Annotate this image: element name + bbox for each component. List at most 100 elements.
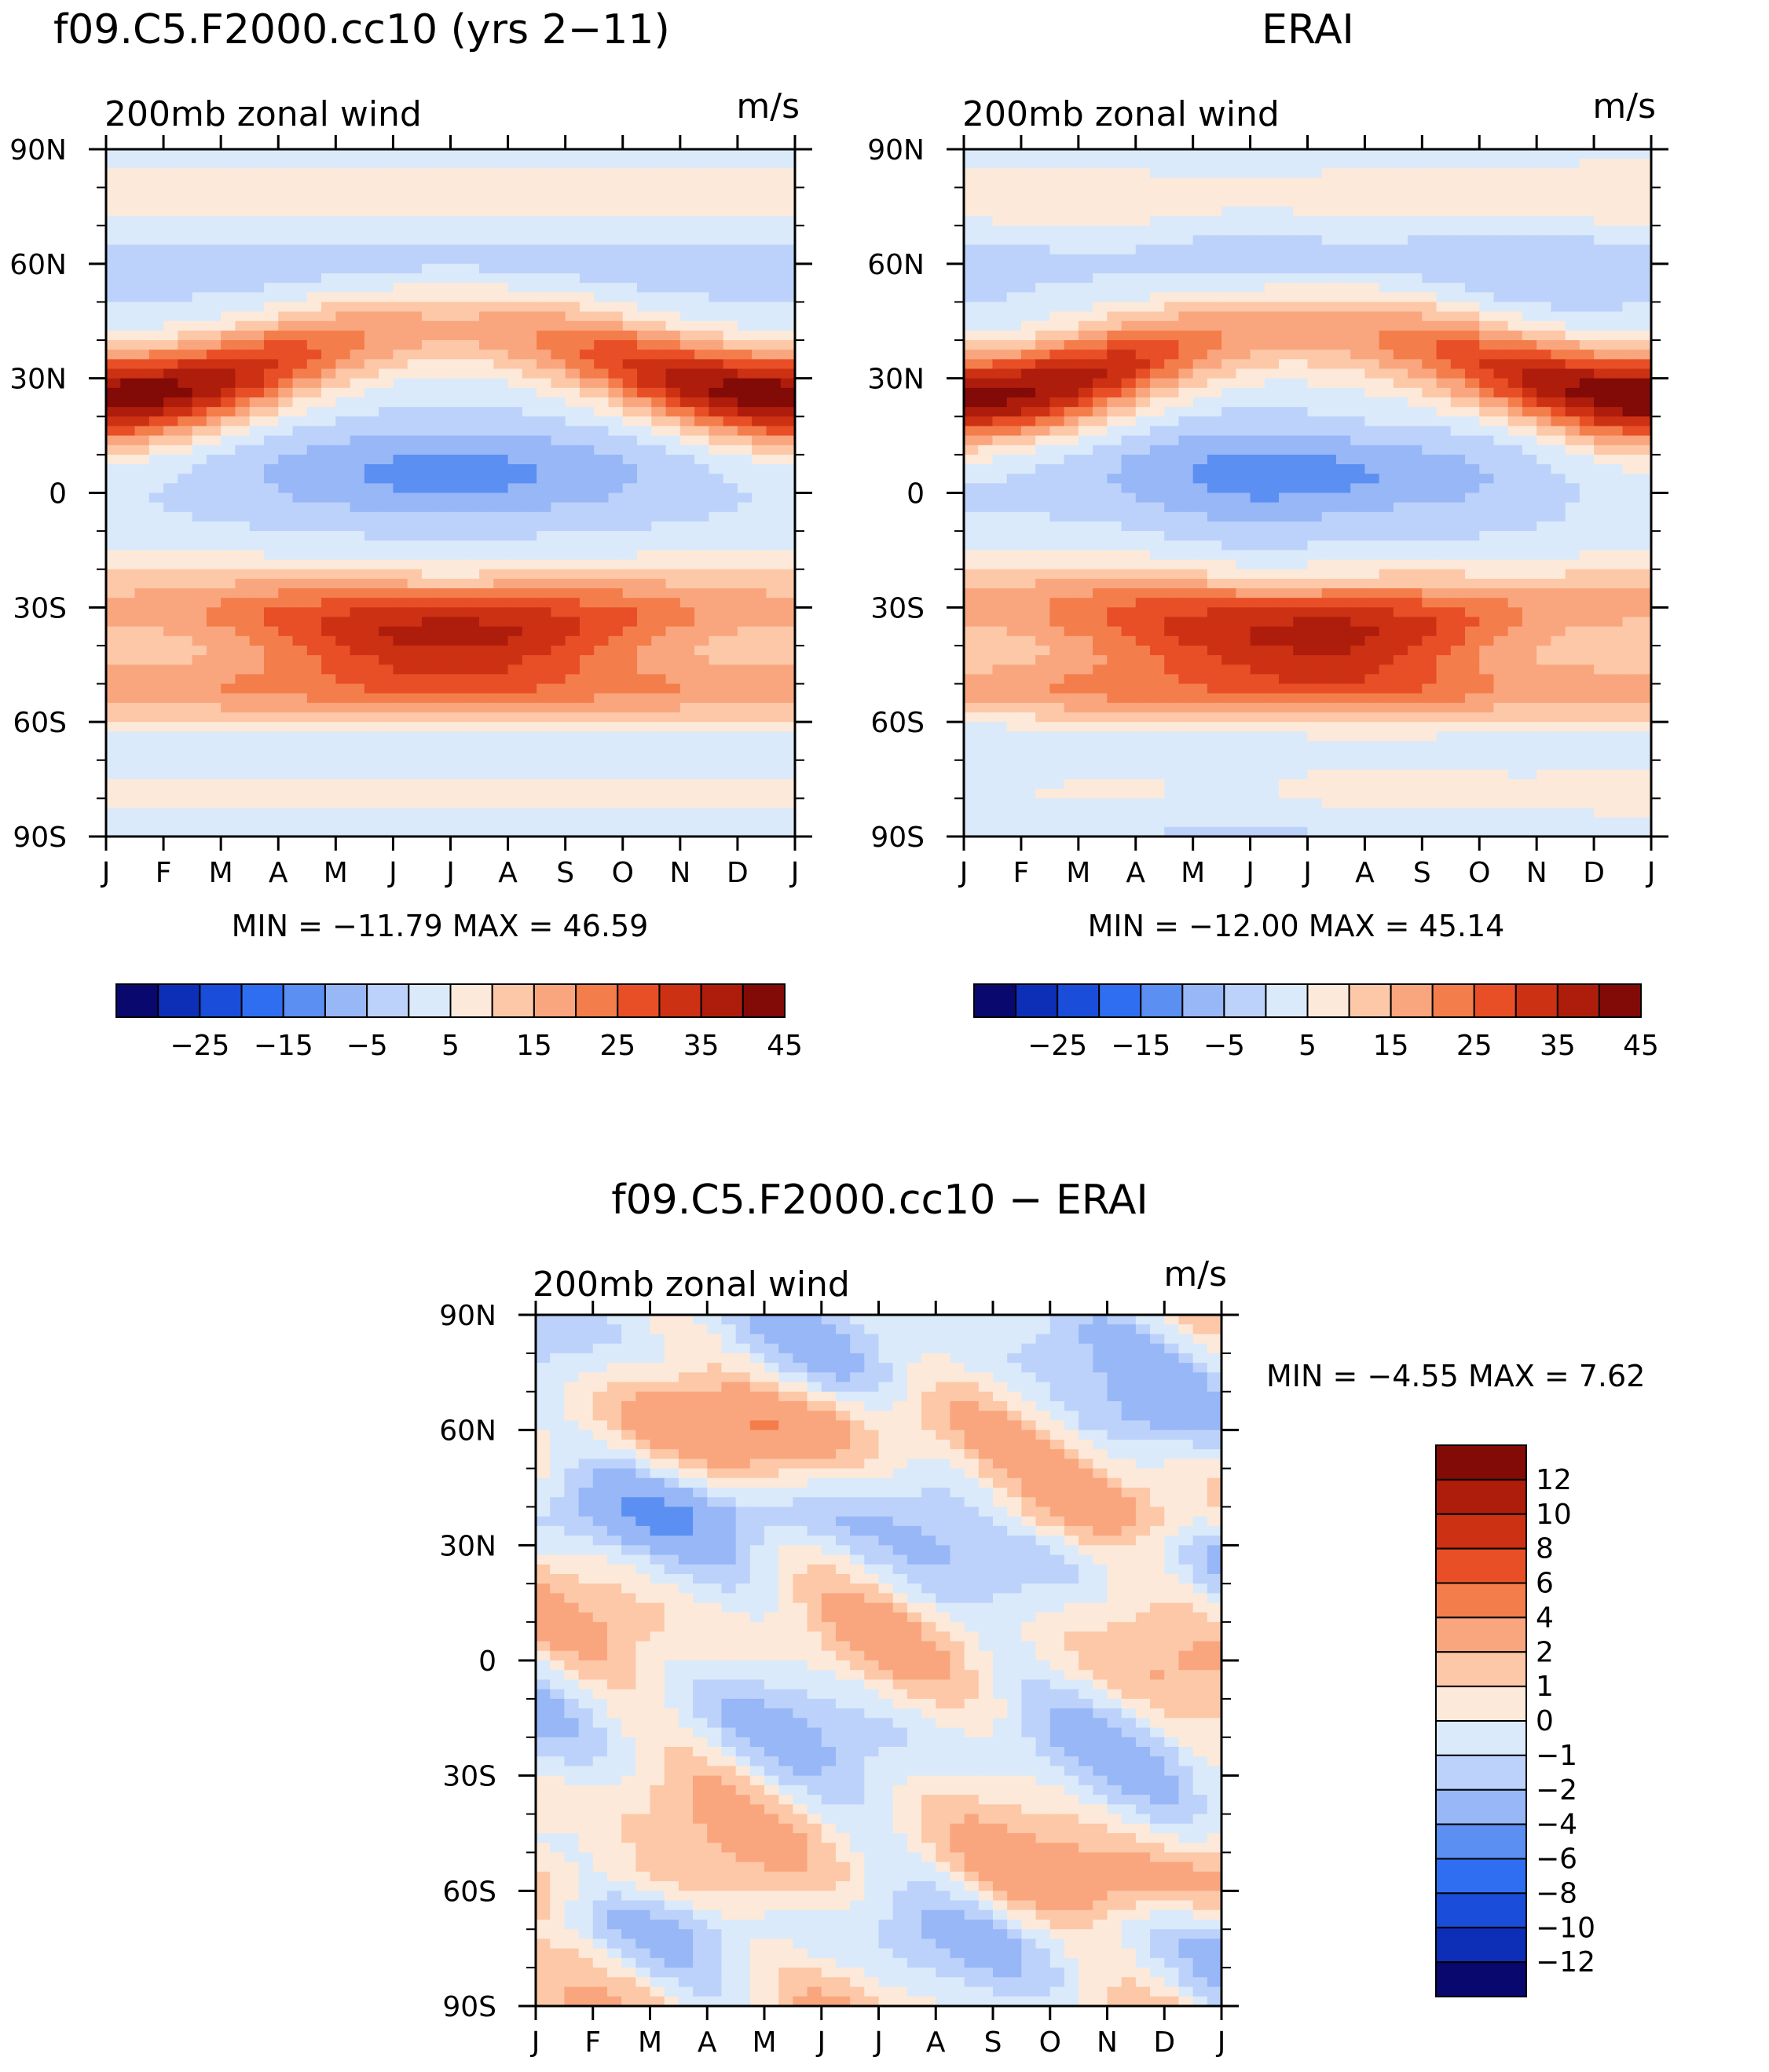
field-cell <box>493 225 509 236</box>
field-cell <box>1221 359 1236 370</box>
field-cell <box>579 635 595 646</box>
field-cell <box>1321 292 1337 303</box>
field-cell <box>206 588 222 599</box>
field-cell <box>421 387 437 398</box>
field-cell <box>249 607 265 618</box>
field-cell <box>134 159 150 169</box>
field-cell <box>436 798 452 809</box>
field-cell <box>1207 302 1222 313</box>
field-cell <box>278 159 294 169</box>
field-cell <box>766 769 782 780</box>
field-cell <box>964 216 979 226</box>
field-cell <box>1379 416 1394 427</box>
field-cell <box>464 283 480 293</box>
field-cell <box>1107 397 1123 408</box>
field-cell <box>235 397 251 408</box>
field-cell <box>350 540 365 551</box>
field-cell <box>148 178 164 189</box>
field-cell <box>120 435 136 446</box>
field-cell <box>379 540 394 551</box>
field-cell <box>579 693 595 704</box>
field-cell <box>1221 216 1236 226</box>
field-cell <box>493 273 509 284</box>
field-cell <box>292 578 308 589</box>
field-cell <box>493 368 509 379</box>
field-cell <box>1636 273 1652 284</box>
field-cell <box>637 598 652 608</box>
field-cell <box>679 789 695 799</box>
field-cell <box>493 807 509 818</box>
field-cell <box>192 416 207 427</box>
field-cell <box>335 760 351 771</box>
field-cell <box>709 273 724 284</box>
field-cell <box>1107 187 1123 198</box>
field-cell <box>321 196 336 207</box>
field-cell <box>278 397 294 408</box>
field-cell <box>679 196 695 207</box>
field-cell <box>1594 292 1609 303</box>
field-cell <box>1236 292 1251 303</box>
field-cell <box>651 368 667 379</box>
field-cell <box>665 196 681 207</box>
field-cell <box>1236 159 1251 169</box>
field-cell <box>278 664 294 675</box>
field-cell <box>1093 283 1108 293</box>
field-cell <box>306 750 322 761</box>
field-cell <box>1364 397 1380 408</box>
field-cell <box>737 397 753 408</box>
field-cell <box>679 311 695 322</box>
field-cell <box>1264 263 1280 274</box>
field-cell <box>1465 254 1480 265</box>
field-cell <box>594 569 610 580</box>
field-cell <box>1507 263 1523 274</box>
field-cell <box>192 235 207 246</box>
field-cell <box>752 244 767 255</box>
field-cell <box>1293 320 1309 331</box>
field-cell <box>752 502 767 513</box>
field-cell <box>1393 235 1408 246</box>
field-cell <box>522 235 537 246</box>
field-cell <box>335 693 351 704</box>
field-cell <box>450 540 466 551</box>
field-cell <box>335 359 351 370</box>
field-cell <box>292 550 308 561</box>
field-cell <box>1350 359 1366 370</box>
field-cell <box>1422 368 1438 379</box>
field-cell <box>436 283 452 293</box>
field-cell <box>450 216 466 226</box>
field-cell <box>1321 273 1337 284</box>
field-cell <box>306 578 322 589</box>
field-cell <box>321 235 336 246</box>
field-cell <box>594 435 610 446</box>
field-cell <box>178 464 193 474</box>
field-cell <box>622 492 638 503</box>
field-cell <box>579 750 595 761</box>
field-cell <box>120 407 136 417</box>
field-cell <box>450 779 466 789</box>
field-cell <box>1393 225 1408 236</box>
field-cell <box>622 683 638 694</box>
field-cell <box>1207 426 1222 437</box>
field-cell <box>709 178 724 189</box>
panel-erai-left-label: 200mb zonal wind <box>962 94 1280 134</box>
field-cell <box>1507 216 1523 226</box>
field-cell <box>1035 359 1050 370</box>
field-cell <box>379 263 394 274</box>
field-cell <box>321 598 336 608</box>
field-cell <box>1507 187 1523 198</box>
field-cell <box>1236 416 1251 427</box>
field-cell <box>1279 387 1294 398</box>
field-cell <box>1035 273 1050 284</box>
field-cell <box>1107 168 1123 179</box>
field-cell <box>450 159 466 169</box>
field-cell <box>723 617 738 628</box>
field-cell <box>766 235 782 246</box>
field-cell <box>651 769 667 780</box>
field-cell <box>766 216 782 226</box>
field-cell <box>522 492 537 503</box>
field-cell <box>1636 340 1652 350</box>
field-cell <box>1594 225 1609 236</box>
field-cell <box>235 712 251 723</box>
field-cell <box>522 454 537 465</box>
field-cell <box>436 750 452 761</box>
